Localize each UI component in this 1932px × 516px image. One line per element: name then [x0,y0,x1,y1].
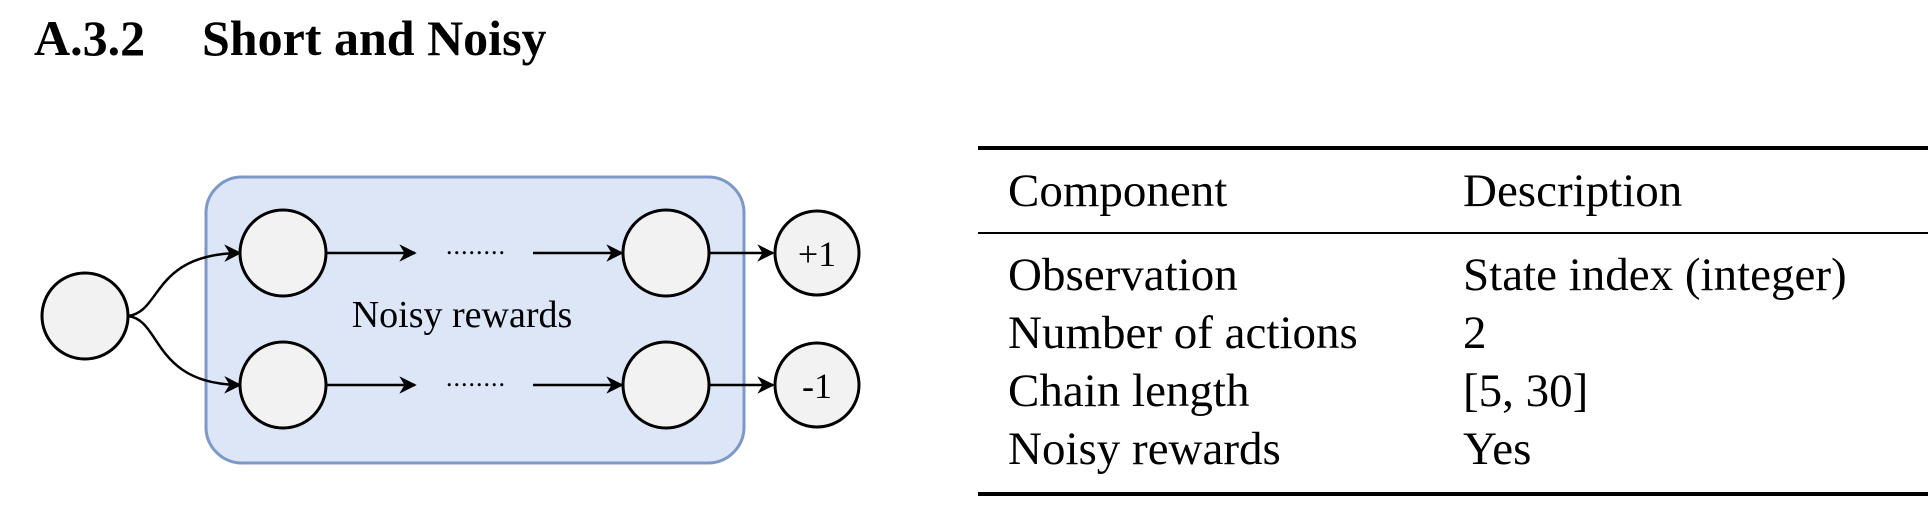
table-row: Chain length [5, 30] [978,362,1928,420]
branch-arrow-bottom [127,314,242,394]
branch-arrow-top [127,244,242,318]
section-heading: A.3.2 Short and Noisy [34,6,547,70]
section-title: Short and Noisy [202,10,547,66]
row-component-cell: Observation [1008,249,1238,301]
table-row: Number of actions 2 [978,304,1928,362]
noisy-rewards-label: Noisy rewards [352,294,573,336]
chain-top-first-node [238,208,328,298]
header-component: Component [1008,165,1228,217]
row-description-cell: State index (integer) [1463,249,1847,301]
chain-diagram: ........ +1 Noisy rewards ........ -1 [40,175,861,465]
row-component-cell: Chain length [1008,365,1250,417]
terminal-positive-label: +1 [798,234,836,274]
table-row: Observation State index (integer) [978,233,1928,304]
chain-bottom-first-node [238,340,328,430]
table-row: Noisy rewards Yes [978,420,1928,494]
environment-spec-table: Component Description Observation State … [978,146,1928,496]
row-component-cell: Noisy rewards [1008,423,1281,475]
table-header-row: Component Description [978,148,1928,233]
start-state-node [40,271,130,361]
chain-bottom-ellipsis: ........ [446,363,506,392]
terminal-negative-node [773,341,861,429]
row-component-cell: Number of actions [1008,307,1358,359]
terminal-positive-node [773,209,861,297]
chain-top-ellipsis: ........ [446,231,506,260]
row-description-cell: [5, 30] [1463,365,1589,417]
terminal-negative-label: -1 [802,366,832,406]
header-description: Description [1463,165,1683,217]
section-number: A.3.2 [34,10,146,66]
chain-bottom-last-node [621,340,711,430]
row-description-cell: 2 [1463,307,1487,359]
row-description-cell: Yes [1463,423,1532,475]
chain-top-last-node [621,208,711,298]
